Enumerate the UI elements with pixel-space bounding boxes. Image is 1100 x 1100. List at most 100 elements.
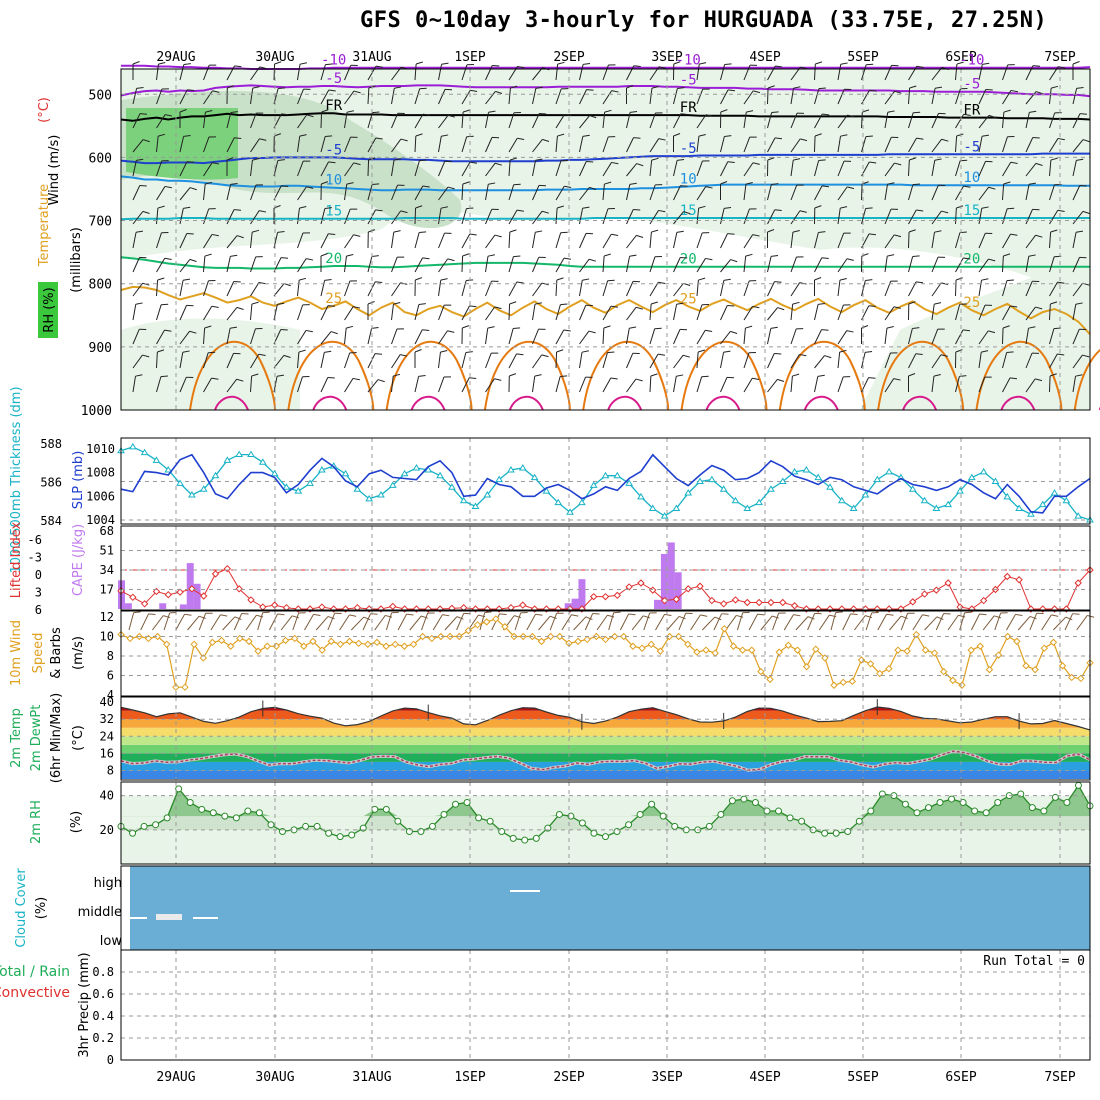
wind-barb-flag [771, 183, 779, 185]
temp-bands [121, 707, 1090, 779]
rh-point [440, 810, 448, 818]
wind-barb-flag [916, 137, 924, 140]
wind-barb-flag [1032, 65, 1041, 67]
wind-barb-flag [352, 377, 360, 381]
rh-point [198, 805, 206, 813]
wind-barb [344, 136, 351, 153]
surface-wind-barb-flag [643, 615, 651, 619]
wind-barb [767, 379, 778, 393]
wind-barb-flag [770, 326, 778, 329]
wind-barb [696, 304, 703, 321]
wind-barb [485, 137, 493, 153]
rh-point [855, 817, 863, 825]
wind-barb [931, 88, 936, 105]
wind-barb-flag [1057, 281, 1065, 284]
wind-barb-flag [633, 209, 641, 211]
wind-barb [344, 162, 355, 177]
surface-wind-barb [678, 613, 687, 631]
wind-barb-flag [916, 65, 924, 69]
wind-barb [1025, 234, 1037, 249]
wind-barb-flag [676, 230, 684, 233]
wind-barb-flag [1057, 137, 1065, 141]
diurnal-contour-inner [508, 395, 544, 411]
thickness-point [1003, 492, 1012, 500]
thickness-point [956, 487, 964, 494]
wind-barb [555, 64, 559, 81]
wind-barb-flag [767, 85, 775, 89]
wind-speed-point [729, 642, 738, 650]
wind-barb-flag [988, 114, 996, 118]
wind-barb-flag [981, 206, 989, 209]
wind-barb [485, 162, 496, 177]
wind-barb [790, 282, 801, 297]
wind-barb [931, 354, 942, 369]
wind-barb [132, 257, 140, 273]
surface-wind-barb [783, 614, 794, 631]
wind-barb-flag [887, 182, 895, 185]
wind-barb [884, 256, 888, 273]
wind-barb [767, 87, 769, 105]
contour-25-7 [120, 285, 1091, 335]
wind-barb [696, 330, 706, 345]
wind-barb-flag [509, 157, 517, 161]
wind-barb [743, 208, 750, 225]
contour-label: -10 [959, 53, 984, 69]
wind-barb-flag [604, 181, 612, 185]
wind-barb-flag [894, 90, 902, 94]
wind-speed-point [784, 641, 793, 649]
rh-point [671, 822, 679, 830]
wind-barb-flag [1082, 210, 1090, 214]
wind-barb [320, 305, 329, 321]
contour-label: -10 [676, 53, 701, 69]
surface-wind-barb-flag [1065, 616, 1073, 621]
surface-wind-barb [970, 613, 981, 631]
wind-barb [673, 185, 681, 201]
wind-barb [884, 65, 892, 81]
surface-wind-barb-flag [736, 614, 744, 618]
rh2m-frame [120, 781, 1091, 865]
lifted-index-point [519, 601, 527, 609]
wind-barb-flag [894, 162, 902, 166]
rh-point [555, 810, 563, 818]
rh-point [475, 814, 483, 822]
surface-wind-barb [432, 614, 443, 631]
wind-speed-point [866, 660, 875, 668]
li-tick: -6 [28, 533, 42, 547]
wind-barb-flag [1028, 254, 1036, 257]
lifted-index-point [318, 603, 326, 611]
date-label-top: 1SEP [454, 50, 485, 65]
temp2m-frame [120, 696, 1091, 781]
wind-barb-flag [981, 278, 989, 281]
wind-speed-point [940, 667, 948, 676]
wind-barb [978, 89, 987, 105]
lifted-index-point [956, 603, 964, 611]
wind-barb-flag [393, 301, 401, 305]
wind-barb [156, 232, 162, 249]
wind-barb-flag [677, 158, 685, 161]
wind-barb [767, 184, 772, 201]
wind-barb-flag [727, 305, 735, 307]
wind-barb-flag [1010, 233, 1018, 236]
wind-barb-flag [589, 186, 597, 190]
dewpoint-line [120, 750, 1091, 771]
surface-wind-barb [421, 612, 429, 631]
wind-barb-flag [774, 353, 782, 355]
surface-wind-barb [538, 615, 551, 631]
wind-barb [273, 283, 285, 297]
wind-barb [649, 232, 652, 249]
rh-point [936, 799, 944, 806]
wind-barb [931, 138, 943, 153]
surface-wind-barb [1076, 615, 1088, 631]
surface-wind-barb-flag [771, 615, 779, 619]
wind-barb [1025, 163, 1037, 177]
wind-barb [179, 352, 184, 369]
wind-barb [884, 162, 895, 177]
wind-speed-point [272, 642, 281, 650]
wind-speed-point [318, 646, 326, 654]
wind-barb-flag [658, 281, 666, 285]
rh-point [140, 822, 148, 830]
wind-barb [767, 281, 775, 297]
wind-barb [767, 209, 776, 225]
wind-barb-flag [793, 158, 801, 161]
wind-barb [790, 210, 801, 225]
